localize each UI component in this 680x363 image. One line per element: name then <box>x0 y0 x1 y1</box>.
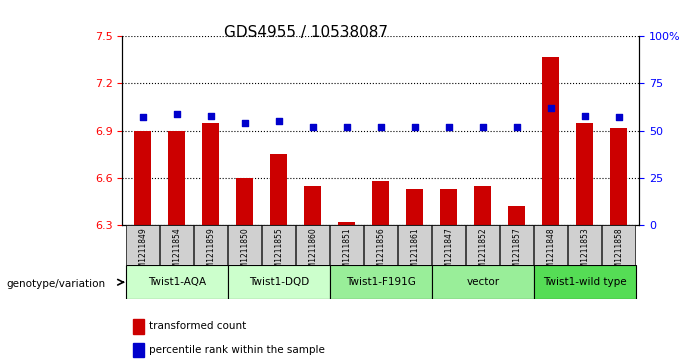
FancyBboxPatch shape <box>432 265 534 299</box>
Text: GSM1211850: GSM1211850 <box>240 227 250 278</box>
Text: GSM1211847: GSM1211847 <box>444 227 454 278</box>
Bar <box>270 154 287 225</box>
Text: GSM1211858: GSM1211858 <box>614 227 624 278</box>
Point <box>511 124 522 130</box>
Text: Twist1-F191G: Twist1-F191G <box>346 277 415 287</box>
Point <box>579 113 590 118</box>
FancyBboxPatch shape <box>330 265 432 299</box>
Point <box>443 124 454 130</box>
FancyBboxPatch shape <box>160 225 193 265</box>
FancyBboxPatch shape <box>262 225 295 265</box>
Point <box>409 124 420 130</box>
Bar <box>338 222 355 225</box>
Point <box>205 113 216 118</box>
Point <box>273 118 284 124</box>
Bar <box>508 206 525 225</box>
FancyBboxPatch shape <box>534 225 567 265</box>
FancyBboxPatch shape <box>500 225 533 265</box>
Text: GSM1211856: GSM1211856 <box>376 227 386 278</box>
FancyBboxPatch shape <box>364 225 397 265</box>
FancyBboxPatch shape <box>466 225 499 265</box>
Text: GSM1211849: GSM1211849 <box>138 227 148 278</box>
Bar <box>304 186 321 225</box>
Point <box>239 120 250 126</box>
Text: Twist1-DQD: Twist1-DQD <box>249 277 309 287</box>
Bar <box>372 181 389 225</box>
FancyBboxPatch shape <box>296 225 329 265</box>
FancyBboxPatch shape <box>330 225 363 265</box>
Text: GSM1211857: GSM1211857 <box>512 227 522 278</box>
Text: GSM1211852: GSM1211852 <box>478 227 488 278</box>
Bar <box>542 57 559 225</box>
FancyBboxPatch shape <box>194 225 227 265</box>
Text: GSM1211853: GSM1211853 <box>580 227 590 278</box>
Text: vector: vector <box>466 277 499 287</box>
Point <box>545 105 556 111</box>
Point <box>341 124 352 130</box>
Point <box>375 124 386 130</box>
Bar <box>474 186 491 225</box>
Text: GSM1211855: GSM1211855 <box>274 227 284 278</box>
Bar <box>576 123 593 225</box>
Point <box>171 111 182 117</box>
Text: Twist1-AQA: Twist1-AQA <box>148 277 206 287</box>
Text: GSM1211861: GSM1211861 <box>410 227 420 278</box>
Text: Twist1-wild type: Twist1-wild type <box>543 277 626 287</box>
Text: GSM1211851: GSM1211851 <box>342 227 352 278</box>
Bar <box>133 319 144 334</box>
FancyBboxPatch shape <box>228 225 261 265</box>
Text: GSM1211854: GSM1211854 <box>172 227 182 278</box>
Text: GSM1211859: GSM1211859 <box>206 227 216 278</box>
Text: GSM1211848: GSM1211848 <box>546 227 556 278</box>
Bar <box>441 189 457 225</box>
Bar <box>168 131 185 225</box>
Bar <box>610 127 627 225</box>
Bar <box>134 131 151 225</box>
Point <box>477 124 488 130</box>
Text: transformed count: transformed count <box>150 321 247 331</box>
Text: GDS4955 / 10538087: GDS4955 / 10538087 <box>224 25 388 40</box>
FancyBboxPatch shape <box>568 225 601 265</box>
Point <box>613 115 624 121</box>
FancyBboxPatch shape <box>126 225 159 265</box>
FancyBboxPatch shape <box>228 265 330 299</box>
Point <box>307 124 318 130</box>
Bar <box>133 343 144 357</box>
FancyBboxPatch shape <box>432 225 465 265</box>
Text: genotype/variation: genotype/variation <box>7 279 106 289</box>
Text: percentile rank within the sample: percentile rank within the sample <box>150 345 325 355</box>
FancyBboxPatch shape <box>398 225 431 265</box>
FancyBboxPatch shape <box>602 225 635 265</box>
Bar <box>406 189 423 225</box>
Bar <box>236 178 253 225</box>
FancyBboxPatch shape <box>534 265 636 299</box>
Point <box>137 115 148 121</box>
Bar <box>202 123 219 225</box>
Text: GSM1211860: GSM1211860 <box>308 227 318 278</box>
FancyBboxPatch shape <box>126 265 228 299</box>
